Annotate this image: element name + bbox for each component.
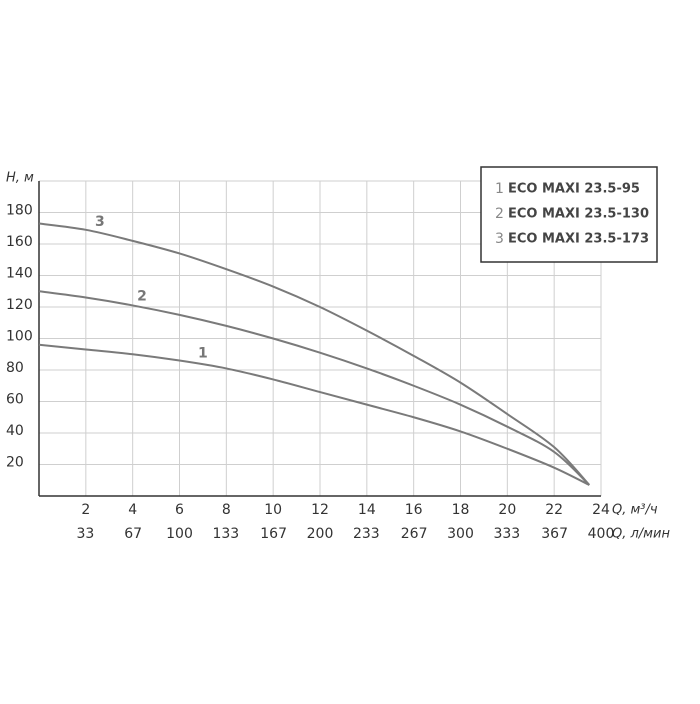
x2-tick-label: 267	[401, 526, 428, 542]
y-axis-label: H, м	[6, 171, 34, 186]
legend-label: ECO MAXI 23.5-95	[508, 182, 640, 197]
x2-tick-label: 133	[212, 526, 239, 542]
y-tick-label: 100	[6, 329, 33, 345]
x2-tick-label: 167	[260, 526, 287, 542]
x2-tick-label: 367	[541, 526, 568, 542]
x-tick-label: 24	[592, 502, 610, 518]
x-axis-label: Q, м³/ч	[612, 503, 658, 518]
curve-label: 2	[137, 288, 147, 304]
x-tick-label: 18	[452, 502, 470, 518]
x-tick-label: 10	[264, 502, 282, 518]
x-tick-label: 6	[175, 502, 184, 518]
legend-label: ECO MAXI 23.5-173	[508, 232, 649, 247]
legend-number: 3	[495, 231, 504, 247]
x-tick-label: 14	[358, 502, 376, 518]
x2-tick-label: 67	[124, 526, 142, 542]
curve	[38, 222, 591, 486]
curve-label: 3	[95, 214, 105, 230]
x-tick-label: 22	[545, 502, 563, 518]
legend-number: 2	[495, 206, 504, 222]
y-tick-label: 80	[6, 360, 24, 376]
x-tick-label: 2	[81, 502, 90, 518]
x2-axis-label: Q, л/мин	[612, 527, 670, 542]
curve-label: 1	[198, 345, 208, 361]
y-tick-label: 40	[6, 423, 24, 439]
x2-tick-label: 33	[76, 526, 94, 542]
x2-tick-label: 333	[493, 526, 520, 542]
legend-box	[480, 166, 658, 263]
x-tick-label: 12	[311, 502, 329, 518]
legend-number: 1	[495, 181, 504, 197]
x2-tick-label: 200	[307, 526, 334, 542]
x-tick-label: 20	[498, 502, 516, 518]
legend-label: ECO MAXI 23.5-130	[508, 207, 649, 222]
y-tick-label: 120	[6, 297, 33, 313]
curve	[38, 290, 590, 486]
x2-tick-label: 233	[353, 526, 380, 542]
curve	[38, 343, 590, 486]
y-tick-label: 180	[6, 203, 33, 219]
x-tick-label: 16	[405, 502, 423, 518]
x-tick-label: 4	[128, 502, 137, 518]
y-tick-label: 160	[6, 234, 33, 250]
y-tick-label: 140	[6, 266, 33, 282]
x2-tick-label: 300	[447, 526, 474, 542]
x2-tick-label: 400	[588, 526, 615, 542]
y-tick-label: 60	[6, 392, 24, 408]
x-tick-label: 8	[222, 502, 231, 518]
x2-tick-label: 100	[166, 526, 193, 542]
y-tick-label: 20	[6, 455, 24, 471]
